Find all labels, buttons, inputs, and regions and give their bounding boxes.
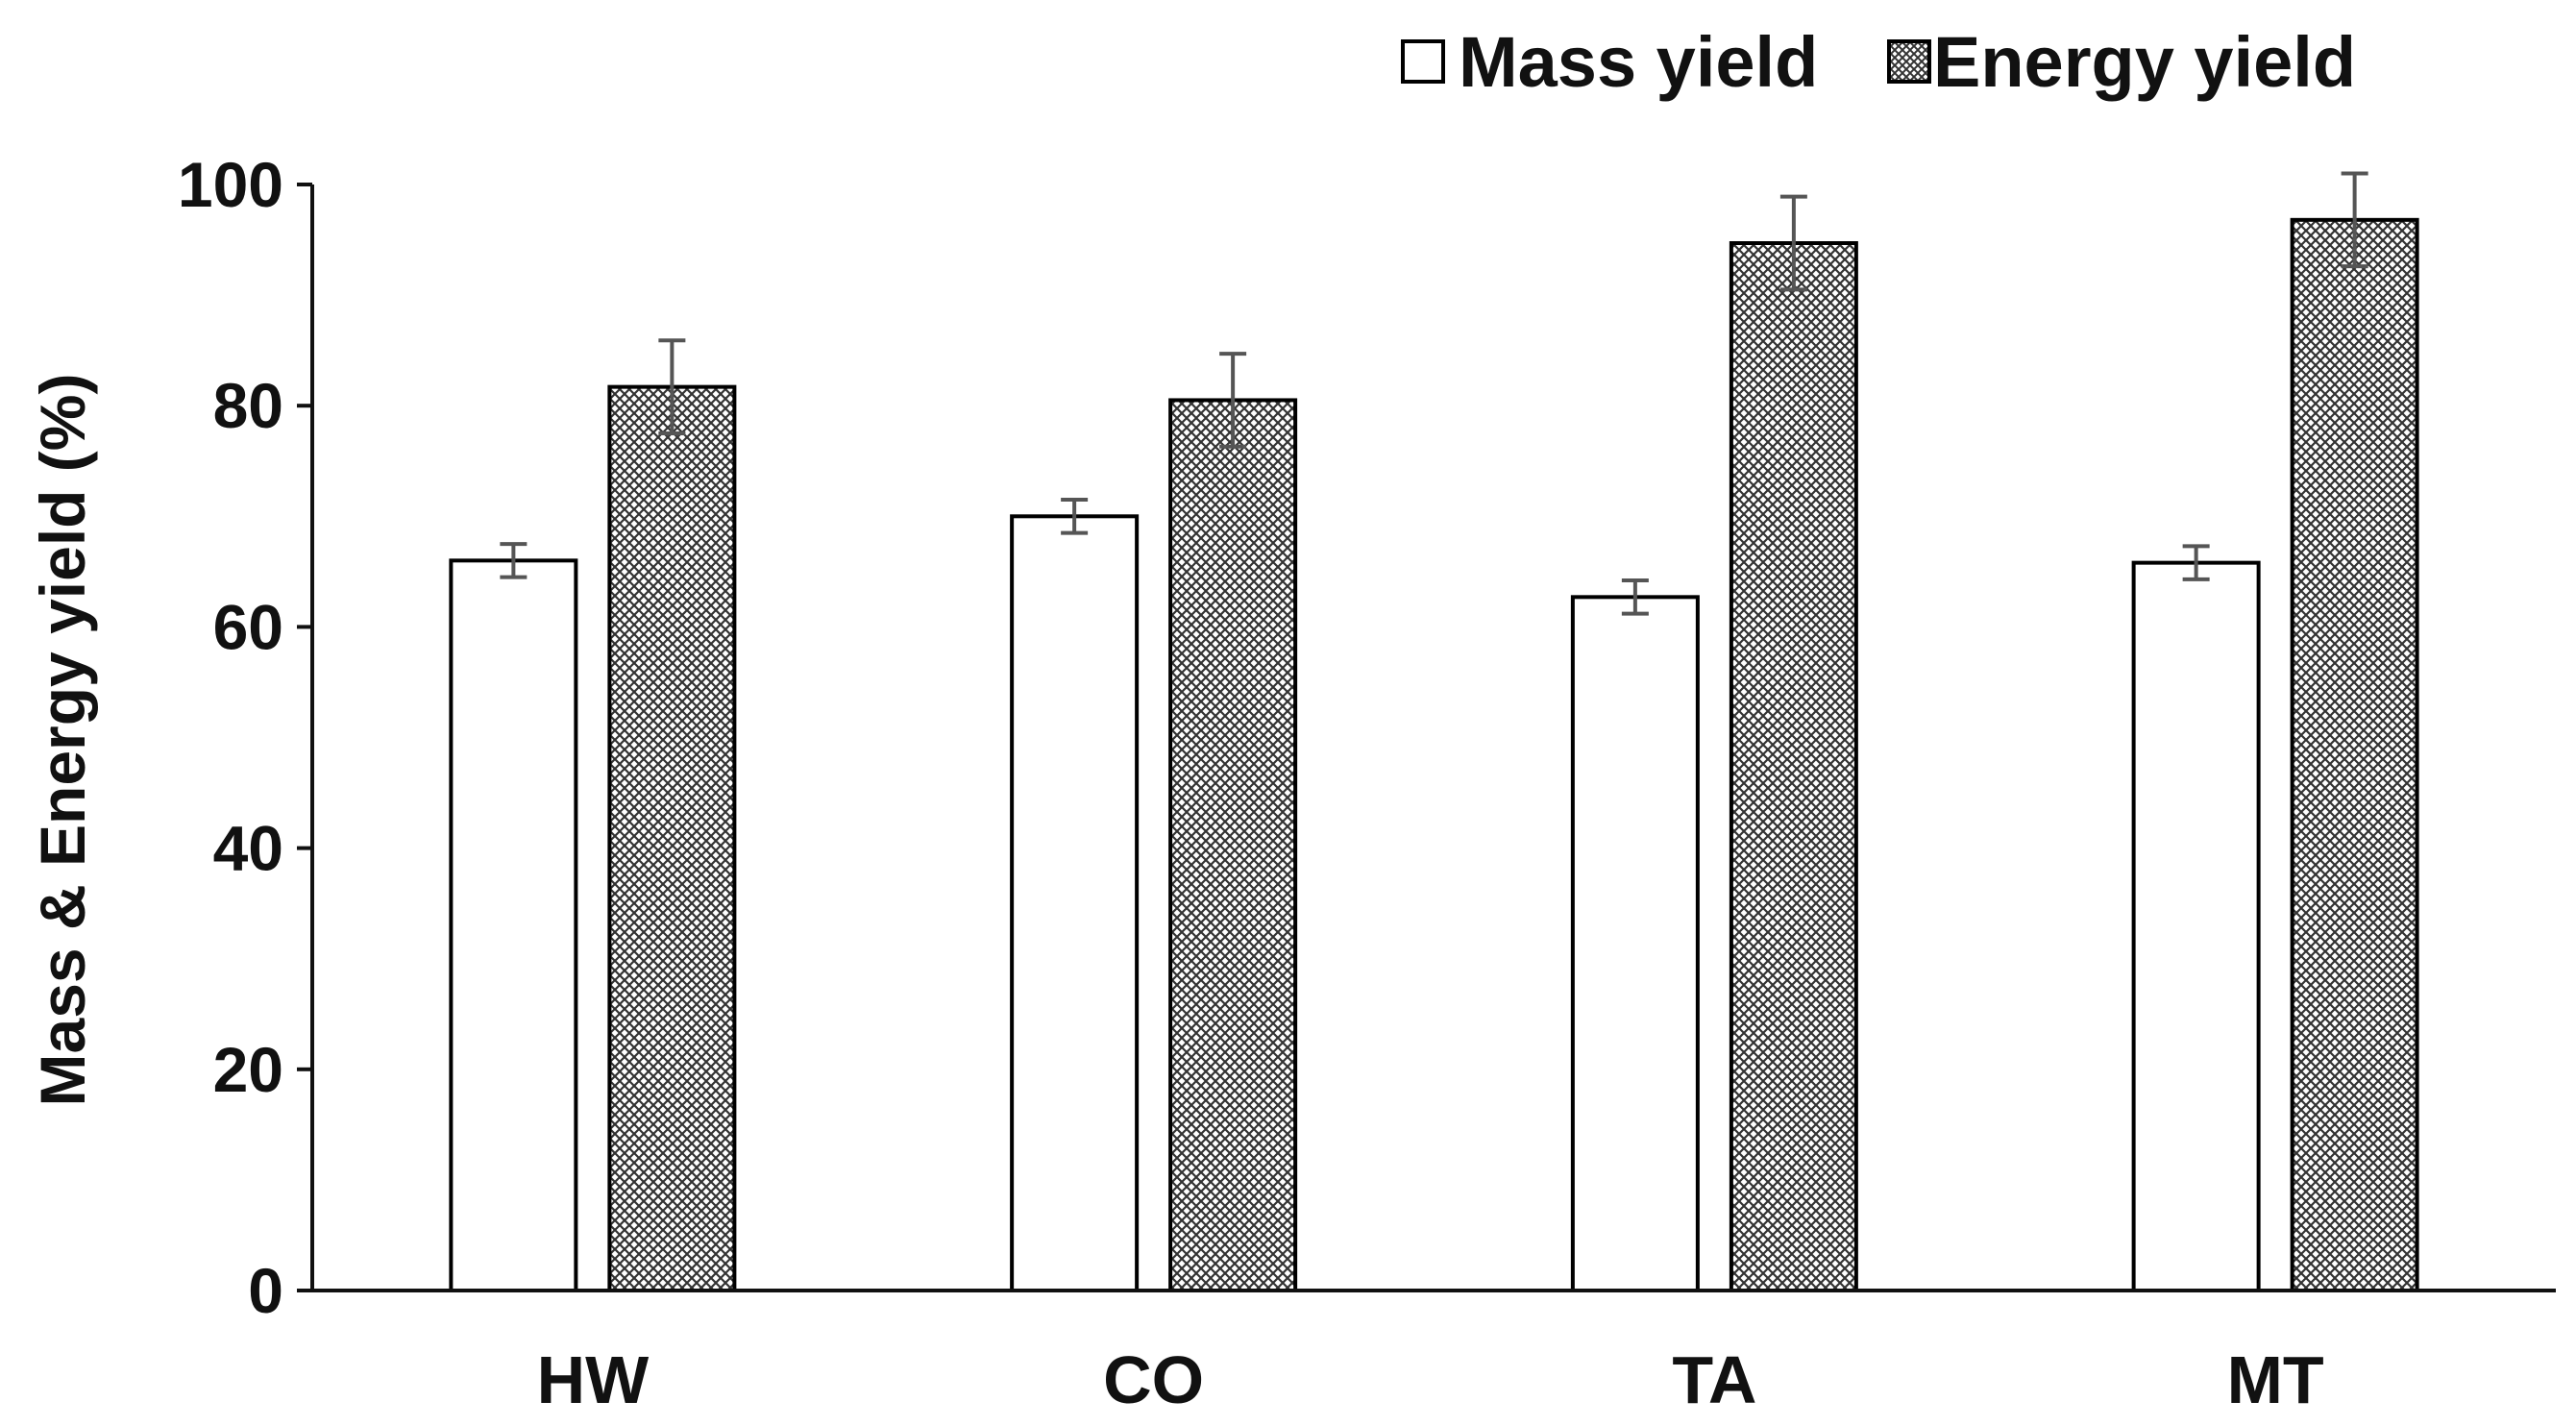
y-tick-label: 40 bbox=[213, 813, 283, 884]
x-tick-label-co: CO bbox=[1103, 1342, 1204, 1417]
bar-mass-yield-hw bbox=[449, 558, 578, 1292]
y-tick-label: 60 bbox=[213, 591, 283, 662]
error-bar-mass-yield-hw bbox=[500, 542, 527, 579]
y-axis-ticks: 0 20 40 60 80 100 bbox=[178, 149, 312, 1326]
bars bbox=[449, 217, 2419, 1292]
error-bar-mass-yield-co bbox=[1061, 498, 1089, 535]
bar-mass-yield-ta bbox=[1570, 595, 1700, 1292]
x-tick-label-hw: HW bbox=[537, 1342, 650, 1417]
y-tick-label: 80 bbox=[213, 370, 283, 441]
x-axis-labels: HW CO TA MT bbox=[537, 1342, 2324, 1417]
error-bar-energy-yield-hw bbox=[658, 338, 686, 435]
error-bar-energy-yield-mt bbox=[2341, 171, 2368, 269]
y-tick-label: 100 bbox=[178, 149, 283, 220]
error-bar-energy-yield-co bbox=[1219, 352, 1247, 449]
bar-energy-yield-ta bbox=[1729, 241, 1858, 1292]
legend-swatch-energy-yield bbox=[1887, 39, 1931, 84]
y-axis-title: Mass & Energy yield (%) bbox=[27, 374, 98, 1107]
x-tick-label-mt: MT bbox=[2227, 1342, 2324, 1417]
error-bar-mass-yield-mt bbox=[2182, 544, 2210, 581]
error-bar-mass-yield-ta bbox=[1621, 578, 1649, 616]
x-tick-label-ta: TA bbox=[1672, 1342, 1756, 1417]
error-bars bbox=[500, 171, 2368, 616]
legend-swatch-mass-yield bbox=[1401, 39, 1445, 84]
bar-mass-yield-co bbox=[1010, 514, 1140, 1292]
bar-energy-yield-mt bbox=[2290, 217, 2419, 1292]
bar-energy-yield-co bbox=[1168, 398, 1298, 1292]
y-tick-label: 0 bbox=[248, 1255, 283, 1326]
legend-label-mass-yield: Mass yield bbox=[1459, 22, 1818, 102]
y-tick-label: 20 bbox=[213, 1034, 283, 1105]
error-bar-energy-yield-ta bbox=[1779, 194, 1807, 292]
legend: Mass yield Energy yield bbox=[1401, 22, 2356, 102]
bar-mass-yield-mt bbox=[2131, 560, 2261, 1292]
legend-label-energy-yield: Energy yield bbox=[1933, 22, 2356, 102]
bar-energy-yield-hw bbox=[607, 384, 737, 1292]
